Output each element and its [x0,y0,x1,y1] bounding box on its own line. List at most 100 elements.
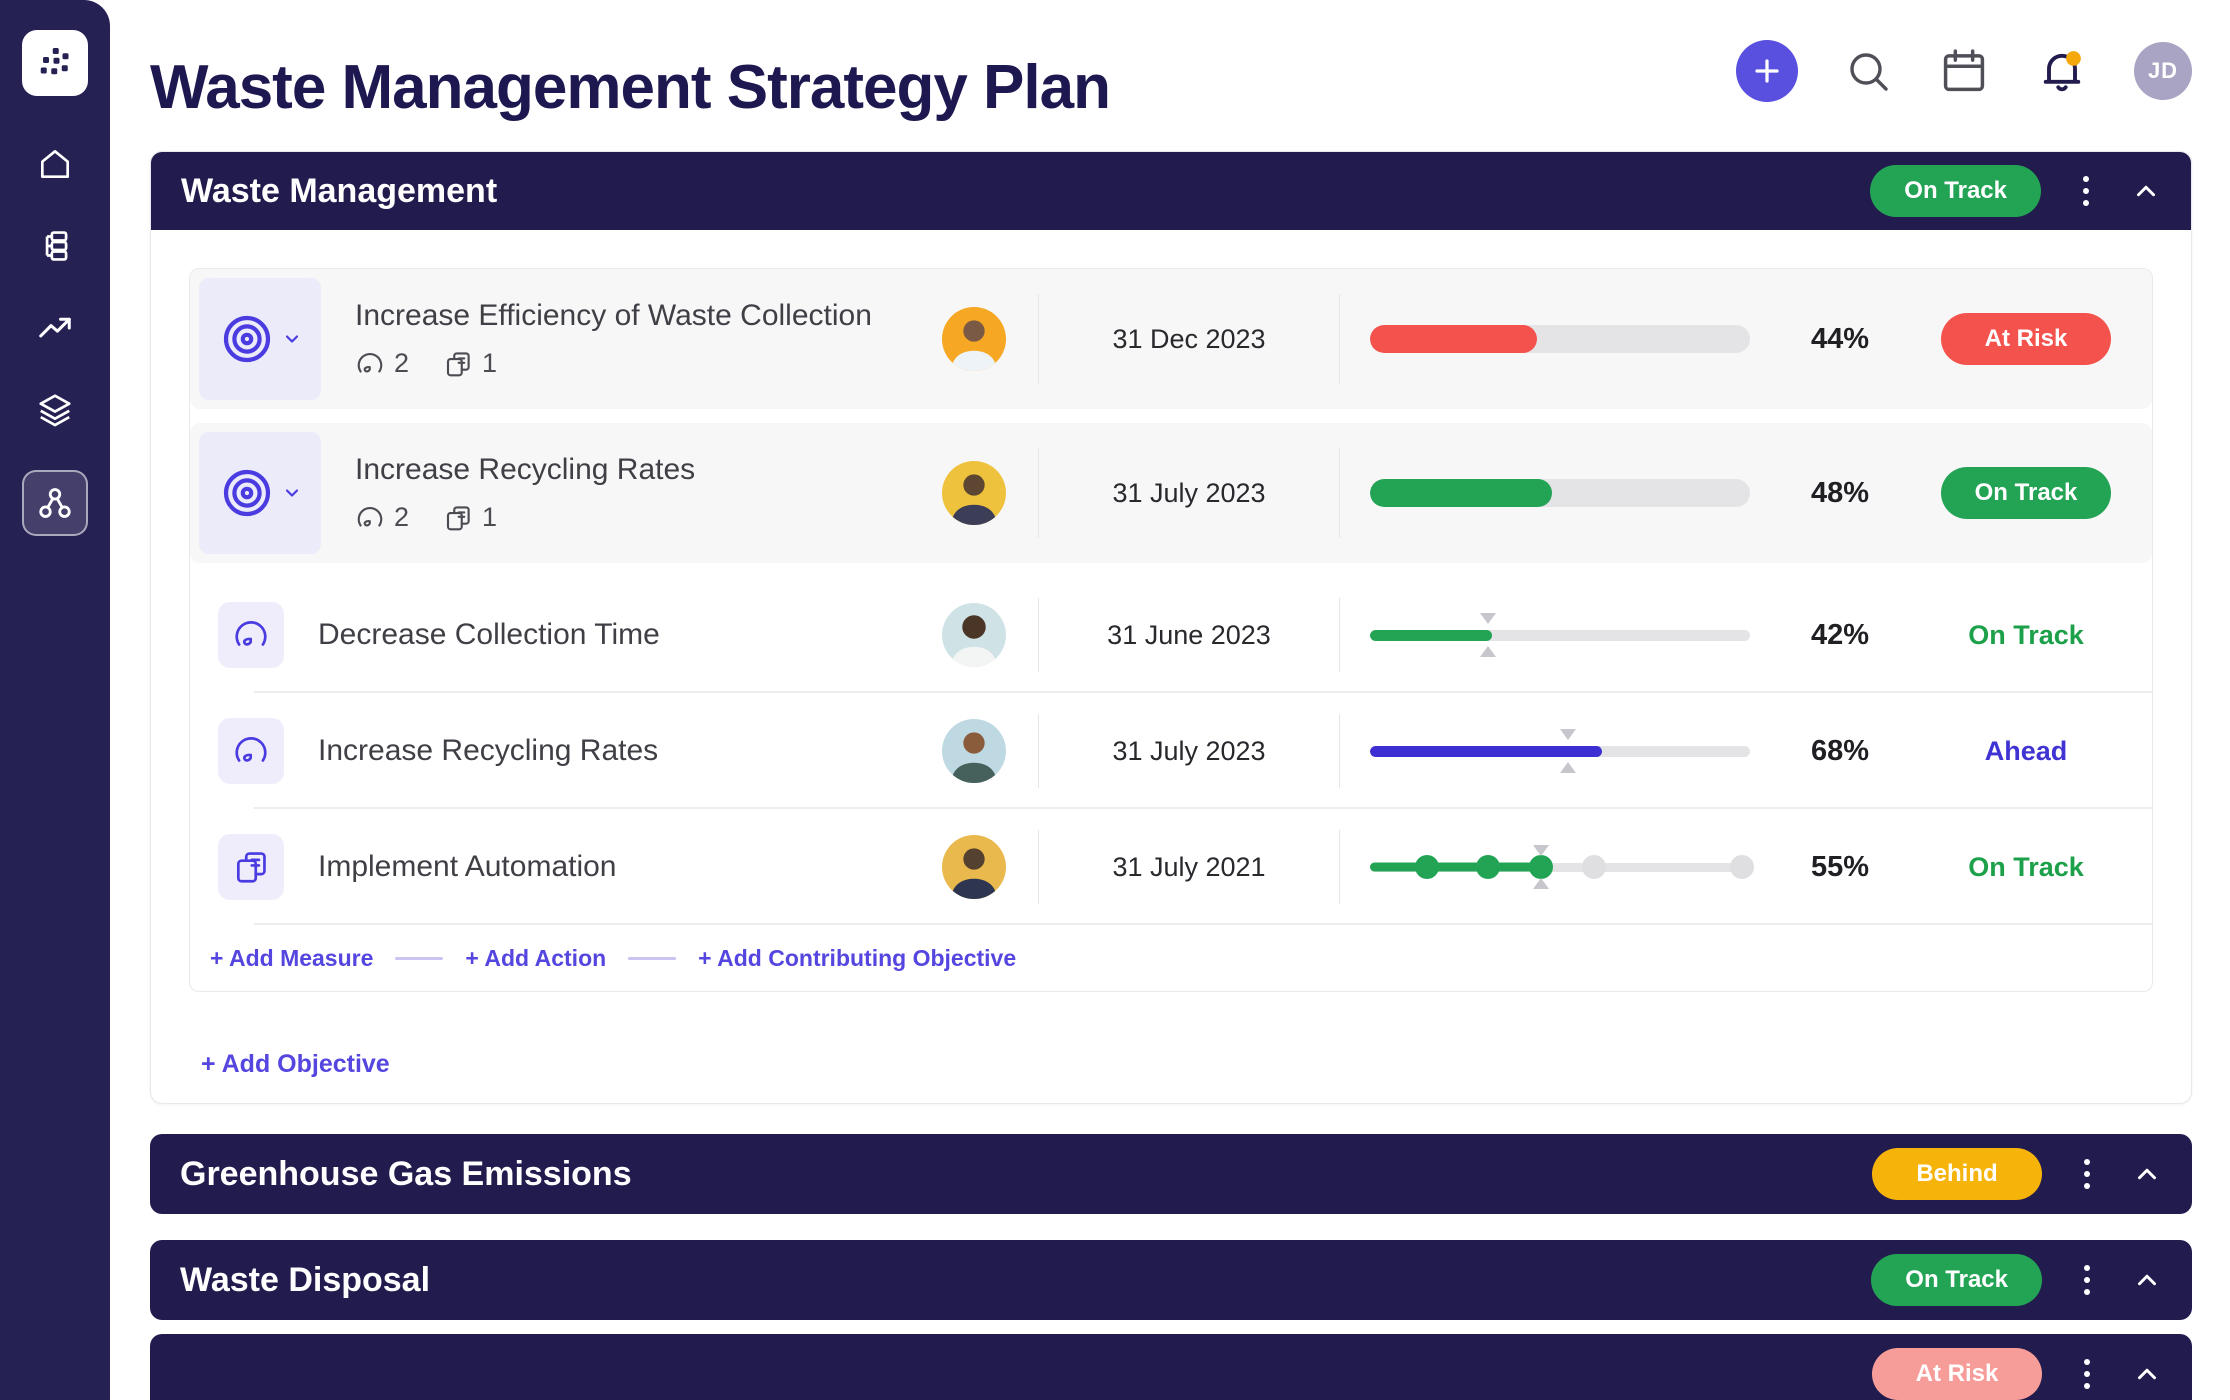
calendar-button[interactable] [1938,45,1990,97]
due-date: 31 July 2021 [1112,851,1266,882]
status-text: On Track [1968,619,2084,650]
section-card-waste-management: Waste Management On Track [150,151,2192,1104]
gauge-icon [235,737,267,762]
chevron-down-icon [285,335,298,343]
section-menu-button[interactable] [2076,1351,2098,1397]
person-photo [951,732,997,783]
owner-avatar [942,461,1006,525]
status-badge[interactable]: On Track [1871,1254,2042,1306]
action-count: 1 [443,348,497,379]
section-card-partial[interactable]: At Risk [150,1334,2192,1400]
user-avatar[interactable]: JD [2134,42,2192,100]
page-title: Waste Management Strategy Plan [150,53,1111,122]
divider [1339,598,1340,672]
documents-icon [446,351,470,376]
layers-icon [39,394,71,427]
objective-expand-toggle[interactable] [199,278,321,400]
add-measure-link[interactable]: + Add Measure [210,944,374,971]
status-badge[interactable]: On Track [1940,467,2112,519]
plus-icon [1755,59,1779,83]
collapse-chevron-up-icon[interactable] [2132,1265,2162,1295]
add-objective-link[interactable]: + Add Objective [201,1050,390,1078]
gauge-icon [235,621,267,646]
cluster-logo-icon [40,48,69,75]
progress-percent: 48% [1810,476,1870,509]
progress-percent: 68% [1810,734,1870,767]
status-badge[interactable]: On Track [1870,165,2041,217]
home-icon [40,149,70,179]
measure-count: 2 [355,502,409,533]
target-icon [223,315,270,363]
add-button[interactable] [1736,40,1798,102]
milestone-dot [1730,855,1755,879]
collapse-chevron-up-icon[interactable] [2131,176,2161,206]
action-title: Implement Automation [318,850,617,883]
objective-title: Increase Recycling Rates [355,453,696,486]
owner-avatar [942,307,1006,371]
divider [1339,294,1340,384]
status-badge[interactable]: At Risk [1872,1348,2042,1400]
notifications-button[interactable] [2036,45,2088,97]
divider [1038,294,1039,384]
milestone-dot [1582,855,1607,879]
network-icon [39,488,71,518]
owner-avatar [942,835,1006,899]
section-title: Greenhouse Gas Emissions [180,1154,632,1193]
objective-row[interactable]: Increase Efficiency of Waste Collection … [190,269,2152,409]
notification-dot [2066,51,2081,66]
progress-bar [1370,729,1750,773]
objective-row[interactable]: Increase Recycling Rates 2 1 [190,423,2152,563]
measure-title: Increase Recycling Rates [318,734,659,767]
add-action-link[interactable]: + Add Action [465,944,607,971]
sidebar-item-trends[interactable] [33,306,77,350]
calendar-icon [1943,49,1985,92]
section-menu-button[interactable] [2076,1257,2098,1303]
hierarchy-icon [45,231,68,261]
section-card-greenhouse-gas[interactable]: Greenhouse Gas Emissions Behind [150,1134,2192,1214]
person-photo [951,848,997,899]
progress-bar [1370,479,1750,507]
measure-row[interactable]: Increase Recycling Rates 31 July 2023 68… [190,693,2152,809]
add-contributing-objective-link[interactable]: + Add Contributing Objective [698,944,1017,971]
divider [1339,448,1340,538]
divider [1038,598,1039,672]
measure-count: 2 [355,348,409,379]
owner-avatar [942,719,1006,783]
section-title: Waste Management [181,171,498,210]
status-text: Ahead [1984,735,2068,766]
objective-expand-toggle[interactable] [199,432,321,554]
bell-icon [2043,51,2081,92]
collapse-chevron-up-icon[interactable] [2132,1159,2162,1189]
sidebar-item-hierarchy[interactable] [33,224,77,268]
measure-icon-tile [218,602,284,668]
measure-row[interactable]: Decrease Collection Time 31 June 2023 42… [190,577,2152,693]
person-photo [951,320,997,371]
due-date: 31 June 2023 [1107,619,1271,650]
sidebar-item-strategy-map[interactable] [22,470,88,536]
status-badge[interactable]: At Risk [1941,313,2111,365]
sidebar-item-layers[interactable] [33,388,77,432]
divider [1038,714,1039,788]
progress-bar [1370,613,1750,657]
sidebar-item-home[interactable] [33,142,77,186]
person-photo [951,474,997,525]
section-menu-button[interactable] [2076,1151,2098,1197]
target-icon [223,469,270,517]
action-row[interactable]: Implement Automation 31 July 2021 [190,809,2152,925]
measure-title: Decrease Collection Time [318,618,660,651]
divider [1339,714,1340,788]
person-photo [951,615,997,667]
section-card-waste-disposal[interactable]: Waste Disposal On Track [150,1240,2192,1320]
owner-avatar [942,603,1006,667]
progress-percent: 42% [1810,618,1870,651]
action-count: 1 [443,502,497,533]
due-date: 31 July 2023 [1112,735,1266,766]
link-separator [395,956,444,960]
section-menu-button[interactable] [2075,168,2097,214]
collapse-chevron-up-icon[interactable] [2132,1359,2162,1389]
milestone-dot [1529,855,1553,879]
search-button[interactable] [1844,47,1892,95]
status-badge[interactable]: Behind [1872,1148,2042,1200]
milestone-dot [1475,855,1500,879]
app-logo[interactable] [22,30,88,96]
